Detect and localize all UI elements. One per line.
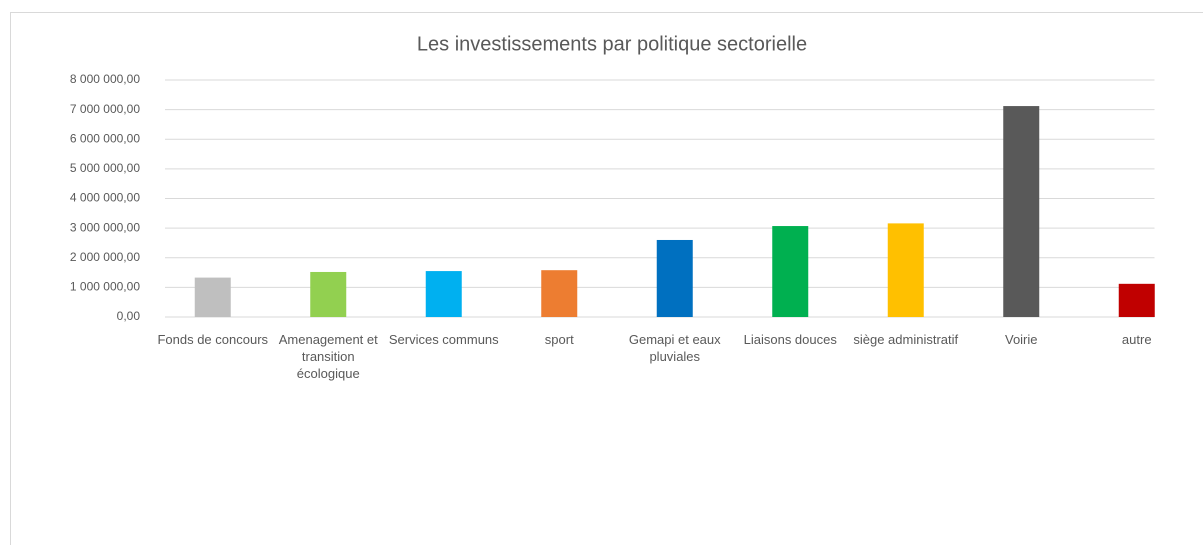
chart-border xyxy=(10,12,1203,545)
bar xyxy=(1003,106,1040,317)
y-tick-label: 5 000 000,00 xyxy=(70,161,140,175)
bar xyxy=(1118,283,1155,317)
x-tick-label: Services communs xyxy=(388,332,499,347)
bar xyxy=(194,277,231,317)
y-tick-label: 8 000 000,00 xyxy=(70,72,140,86)
x-tick-label: Amenagement et transition écologique xyxy=(278,332,378,381)
bar xyxy=(772,226,809,317)
y-tick-label: 1 000 000,00 xyxy=(70,280,140,294)
y-tick-label: 7 000 000,00 xyxy=(70,102,140,116)
x-tick-label: sport xyxy=(544,332,574,347)
x-tick-label: siège administratif xyxy=(853,332,959,347)
y-tick-label: 4 000 000,00 xyxy=(70,191,140,205)
x-tick-label: Liaisons douces xyxy=(743,332,837,347)
bar xyxy=(541,270,578,317)
bar xyxy=(425,271,462,317)
x-tick-label: Fonds de concours xyxy=(157,332,269,347)
bar xyxy=(310,271,347,317)
y-tick-label: 3 000 000,00 xyxy=(70,220,140,234)
bar xyxy=(887,223,924,317)
chart-title: Les investissements par politique sector… xyxy=(417,33,807,55)
bar xyxy=(656,239,693,317)
y-tick-label: 2 000 000,00 xyxy=(70,250,140,264)
x-tick-label: Voirie xyxy=(1004,332,1038,347)
x-tick-label: Gemapi et eaux pluviales xyxy=(628,332,721,364)
x-tick-label: autre xyxy=(1121,332,1152,347)
y-tick-label: 0,00 xyxy=(117,309,141,323)
y-tick-label: 6 000 000,00 xyxy=(70,131,140,145)
